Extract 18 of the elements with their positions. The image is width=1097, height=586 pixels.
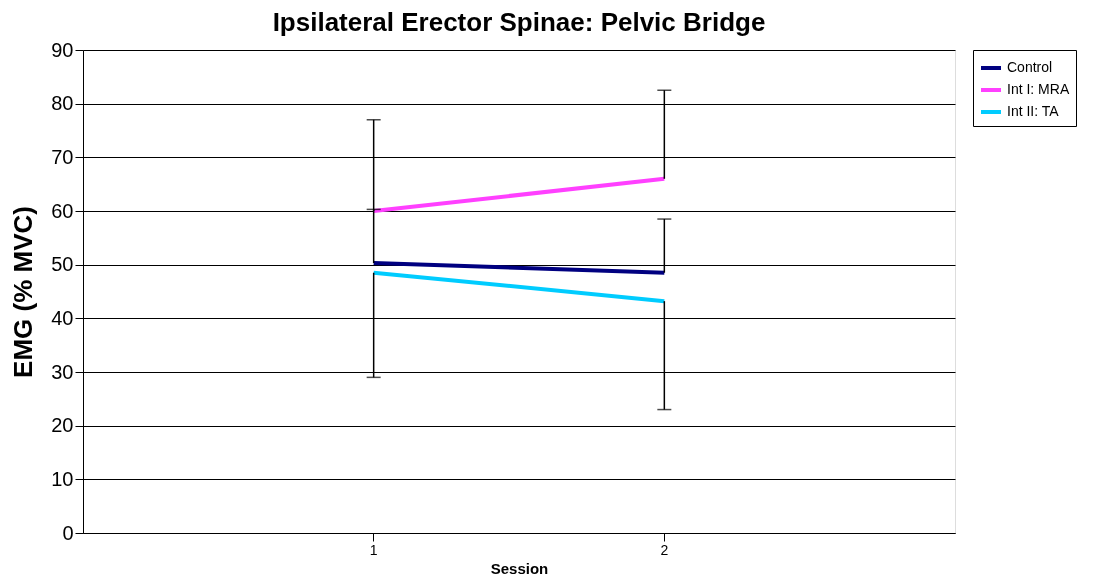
legend-label: Int II: TA bbox=[1007, 103, 1060, 119]
y-axis-title: EMG (% MVC) bbox=[8, 206, 39, 378]
y-tick-label: 80 bbox=[51, 92, 74, 115]
y-tick-label: 40 bbox=[51, 306, 74, 329]
y-tick-label: 70 bbox=[51, 145, 74, 168]
y-tick-label: 10 bbox=[51, 467, 74, 490]
y-tick-label: 90 bbox=[51, 38, 74, 61]
x-tick-label: 2 bbox=[660, 541, 669, 558]
legend-label: Control bbox=[1007, 59, 1053, 75]
y-tick-label: 0 bbox=[62, 521, 74, 544]
chart-title: Ipsilateral Erector Spinae: Pelvic Bridge bbox=[272, 7, 766, 37]
x-tick-label: 1 bbox=[369, 541, 378, 558]
y-tick-label: 60 bbox=[51, 199, 74, 222]
y-tick-label: 20 bbox=[51, 414, 74, 437]
x-axis-title: Session bbox=[490, 559, 549, 577]
y-tick-label: 50 bbox=[51, 253, 74, 276]
legend-label: Int I: MRA bbox=[1007, 81, 1070, 97]
y-tick-label: 30 bbox=[51, 360, 74, 383]
